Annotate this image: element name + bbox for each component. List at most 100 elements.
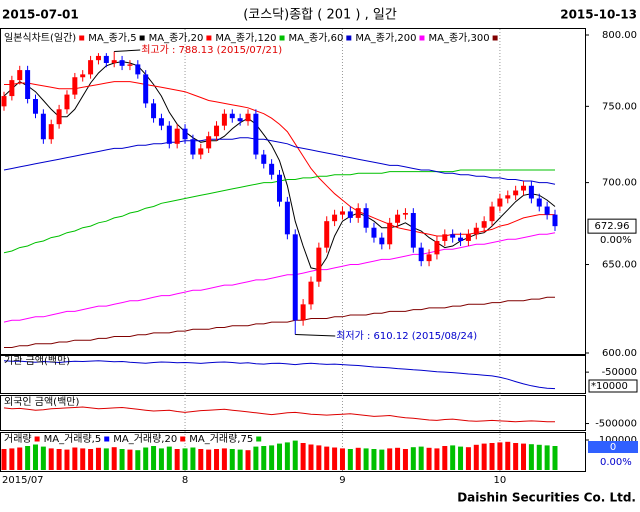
unit-label: *10000 bbox=[591, 381, 628, 392]
volume-bar bbox=[17, 447, 23, 470]
volume-bar bbox=[284, 442, 290, 470]
flow-line bbox=[3, 406, 555, 423]
candle-body bbox=[221, 113, 227, 126]
volume-bar bbox=[25, 446, 31, 470]
candle-body bbox=[316, 247, 322, 282]
candle-body bbox=[253, 113, 259, 155]
candle-body bbox=[418, 247, 424, 262]
candle-body bbox=[426, 254, 432, 262]
inst-panel bbox=[0, 355, 586, 394]
volume-bar bbox=[528, 444, 534, 470]
volume-bar bbox=[316, 445, 322, 470]
x-tick-label: 10 bbox=[494, 475, 507, 486]
volume-bar bbox=[198, 449, 204, 470]
candle-body bbox=[151, 103, 157, 119]
volume-bar bbox=[536, 444, 542, 470]
legend-label: MA_거래량,20 bbox=[113, 433, 177, 445]
volume-bar bbox=[552, 446, 558, 470]
candle-body bbox=[72, 77, 78, 95]
volume-bar bbox=[465, 447, 471, 470]
volume-bar bbox=[48, 448, 54, 470]
candle-body bbox=[111, 60, 117, 63]
candle-body bbox=[9, 80, 15, 97]
candle-body bbox=[56, 109, 62, 125]
legend-label: 거래량 bbox=[4, 433, 32, 445]
legend-label: MA_종가,300 bbox=[428, 32, 489, 44]
volume-bar bbox=[80, 448, 86, 470]
volume-bar bbox=[395, 447, 401, 470]
ma-line bbox=[3, 137, 556, 185]
start-date: 2015-07-01 bbox=[2, 8, 79, 22]
volume-bar bbox=[292, 440, 298, 470]
volume-bar bbox=[410, 447, 416, 470]
y-tick-label: 800.00 bbox=[602, 30, 637, 41]
legend-label: MA_거래량,75 bbox=[189, 433, 253, 445]
volume-bar bbox=[206, 449, 212, 470]
volume-bar bbox=[151, 446, 157, 470]
volume-bar bbox=[324, 446, 330, 470]
y-tick-label: 650.00 bbox=[602, 260, 637, 271]
volume-bar bbox=[347, 449, 353, 470]
volume-bar bbox=[300, 443, 306, 470]
candle-body bbox=[119, 60, 125, 66]
volume-bar bbox=[166, 446, 172, 470]
volume-bar bbox=[544, 445, 550, 470]
volume-bar bbox=[245, 450, 251, 470]
volume-bar bbox=[261, 446, 267, 470]
candle-body bbox=[371, 227, 377, 238]
candle-body bbox=[127, 64, 133, 66]
volume-bar bbox=[458, 446, 464, 470]
volume-bar bbox=[497, 442, 503, 470]
volume-bar bbox=[489, 443, 495, 470]
candle-body bbox=[434, 240, 440, 255]
volume-bar bbox=[371, 449, 377, 470]
candle-body bbox=[174, 128, 180, 144]
last-value-box bbox=[587, 218, 637, 234]
volume-bar bbox=[229, 449, 235, 470]
volume-bar bbox=[513, 443, 519, 470]
candle-body bbox=[395, 214, 401, 223]
candle-body bbox=[552, 214, 558, 227]
candle-body bbox=[363, 208, 369, 228]
volume-bar bbox=[143, 447, 149, 470]
volume-bar bbox=[221, 448, 227, 470]
high-pointer bbox=[114, 49, 141, 53]
candle-body bbox=[410, 213, 416, 248]
foreign-panel bbox=[0, 395, 586, 431]
legend-label: MA_거래량,5 bbox=[44, 433, 102, 445]
legend-swatch bbox=[256, 436, 262, 442]
change-label: 0.00% bbox=[600, 235, 632, 246]
candle-body bbox=[489, 206, 495, 222]
volume-bar bbox=[402, 449, 408, 470]
candle-body bbox=[32, 98, 38, 114]
y-tick-label: -50000 bbox=[602, 367, 637, 378]
candle-body bbox=[473, 227, 479, 235]
legend-swatch bbox=[419, 35, 425, 41]
candle-body bbox=[95, 55, 101, 61]
candle-body bbox=[88, 60, 94, 75]
candle-body bbox=[190, 139, 196, 155]
candle-body bbox=[347, 211, 353, 218]
legend-label: 일본식차트(일간) bbox=[4, 32, 76, 44]
volume-bar bbox=[473, 444, 479, 470]
volume-bar bbox=[521, 443, 527, 470]
candle-body bbox=[261, 154, 267, 164]
panel-frames bbox=[0, 28, 586, 472]
candle-body bbox=[40, 113, 46, 140]
candle-body bbox=[166, 125, 172, 144]
volume-bar bbox=[434, 448, 440, 470]
legend-swatch bbox=[279, 35, 285, 41]
legend-swatch bbox=[79, 35, 85, 41]
candle-body bbox=[497, 198, 503, 207]
unit-box bbox=[588, 379, 638, 393]
y-tick-label: 700.00 bbox=[602, 178, 637, 189]
candle-body bbox=[103, 55, 109, 63]
volume-bar bbox=[127, 449, 133, 470]
candle-body bbox=[1, 96, 7, 107]
change-label: 0.00% bbox=[600, 457, 632, 468]
candle-body bbox=[544, 206, 550, 215]
volume-bar bbox=[158, 448, 164, 470]
legend-swatch bbox=[104, 436, 110, 442]
volume-bar bbox=[505, 441, 511, 470]
x-tick-label: 8 bbox=[182, 475, 188, 486]
